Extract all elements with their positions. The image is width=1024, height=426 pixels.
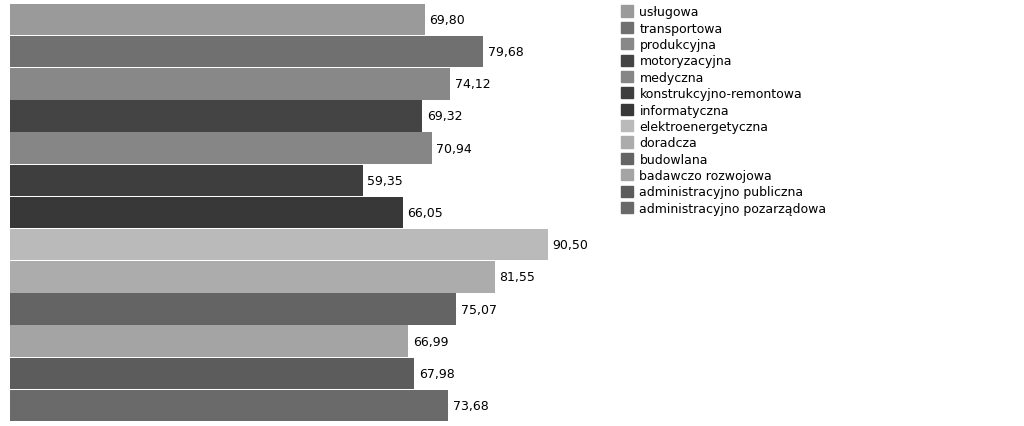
Bar	[10, 358, 414, 389]
Text: 70,94: 70,94	[436, 142, 472, 155]
Bar	[10, 37, 483, 68]
Text: 73,68: 73,68	[453, 399, 488, 412]
Text: 79,68: 79,68	[488, 46, 524, 59]
Bar	[10, 165, 362, 197]
Text: 69,80: 69,80	[429, 14, 465, 27]
Text: 81,55: 81,55	[500, 271, 536, 284]
Text: 75,07: 75,07	[461, 303, 497, 316]
Bar	[10, 133, 431, 164]
Text: 66,99: 66,99	[413, 335, 449, 348]
Bar	[10, 197, 402, 229]
Text: 67,98: 67,98	[419, 367, 455, 380]
Text: 74,12: 74,12	[456, 78, 490, 91]
Legend: usługowa, transportowa, produkcyjna, motoryzacyjna, medyczna, konstrukcyjno-remo: usługowa, transportowa, produkcyjna, mot…	[621, 6, 826, 215]
Bar	[10, 262, 495, 293]
Bar	[10, 326, 409, 357]
Text: 59,35: 59,35	[368, 174, 403, 187]
Bar	[10, 229, 548, 261]
Bar	[10, 5, 425, 36]
Bar	[10, 101, 422, 132]
Text: 90,50: 90,50	[553, 239, 589, 252]
Bar	[10, 294, 456, 325]
Bar	[10, 390, 447, 421]
Text: 69,32: 69,32	[427, 110, 462, 123]
Bar	[10, 69, 451, 100]
Text: 66,05: 66,05	[408, 207, 443, 219]
